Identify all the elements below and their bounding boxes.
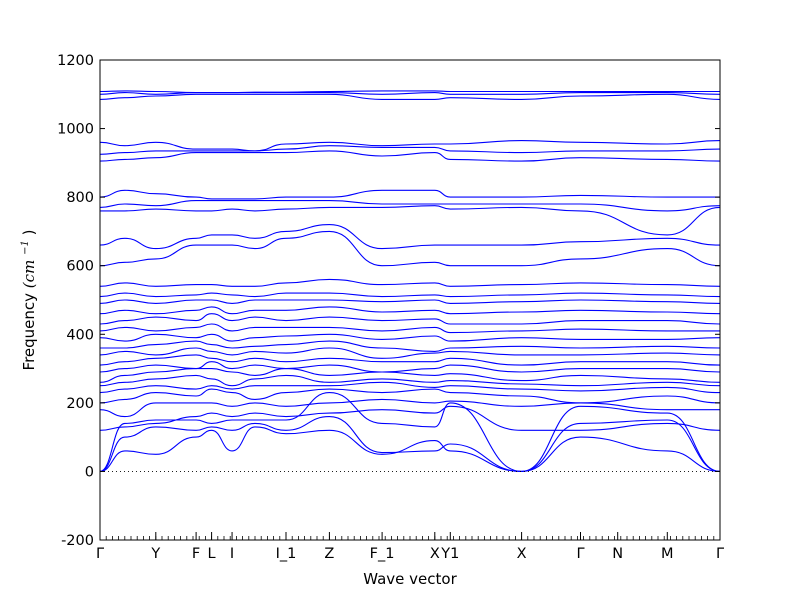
x-tick-label: X	[430, 546, 440, 562]
y-tick-label: 200	[66, 396, 94, 412]
y-tick-label: 1000	[57, 122, 94, 138]
band-line-21	[99, 224, 721, 250]
band-line-16	[99, 306, 721, 315]
x-axis-ticks: Γ Y F L I I_1 Z F_1 X Y1 X Γ N M Γ	[96, 532, 724, 562]
x-tick-label: M	[661, 546, 674, 562]
band-line-3	[99, 405, 721, 431]
x-tick-label: Γ	[716, 546, 724, 562]
y-axis-label: Frequency (cm −1 )	[14, 230, 38, 371]
y-tick-label: 1200	[57, 53, 94, 69]
x-tick-label: Z	[324, 546, 334, 562]
band-line-9	[99, 361, 721, 373]
y-axis-ticks: -200 0 200 400 600 800 1000 1200	[57, 53, 720, 549]
y-tick-label: 400	[66, 327, 94, 343]
band-line-18	[99, 292, 721, 298]
band-line-1	[99, 416, 721, 472]
band-line-17	[99, 299, 721, 304]
band-line-5	[99, 388, 721, 404]
band-line-0	[99, 426, 721, 472]
y-axis-label-exp: −1	[20, 240, 31, 255]
band-line-23	[99, 200, 721, 212]
band-line-20	[99, 230, 721, 267]
band-line-28	[99, 93, 721, 100]
x-tick-label: L	[208, 546, 216, 562]
band-line-25	[99, 150, 721, 162]
band-line-6	[99, 381, 721, 394]
band-line-30	[99, 90, 720, 94]
x-tick-label: X	[517, 546, 527, 562]
band-line-15	[99, 313, 721, 325]
x-tick-label: Γ	[96, 546, 104, 562]
band-line-8	[99, 368, 721, 383]
band-line-11	[99, 347, 721, 359]
y-tick-label: 0	[85, 464, 94, 480]
band-line-24	[99, 189, 720, 200]
band-line-4	[99, 398, 720, 418]
y-tick-label: 600	[66, 259, 94, 275]
y-axis-label-unit: (cm	[20, 260, 38, 288]
x-axis-label: Wave vector	[363, 570, 457, 588]
y-tick-label: -200	[61, 533, 94, 549]
x-tick-label: I_1	[276, 546, 297, 562]
band-line-22	[100, 205, 721, 236]
band-line-13	[99, 333, 721, 342]
band-line-2	[99, 392, 721, 472]
plot-frame	[99, 59, 721, 541]
y-axis-label-text: Frequency	[20, 293, 38, 371]
band-line-29	[99, 92, 721, 95]
x-tick-label: F	[192, 546, 200, 562]
band-line-27	[99, 140, 721, 152]
x-tick-label: F_1	[370, 546, 395, 562]
x-tick-label: Y1	[440, 546, 459, 562]
band-line-12	[100, 340, 721, 352]
band-line-10	[99, 354, 721, 366]
x-tick-label: Y	[150, 546, 160, 562]
y-axis-label-close: )	[20, 230, 38, 236]
band-line-7	[99, 374, 721, 387]
band-lines	[99, 90, 721, 472]
x-tick-label: N	[612, 546, 623, 562]
x-tick-label: I	[230, 546, 234, 562]
band-line-26	[99, 145, 721, 155]
band-line-14	[99, 323, 720, 334]
band-line-19	[99, 278, 721, 287]
x-tick-label: Γ	[576, 546, 584, 562]
y-tick-label: 800	[66, 190, 94, 206]
